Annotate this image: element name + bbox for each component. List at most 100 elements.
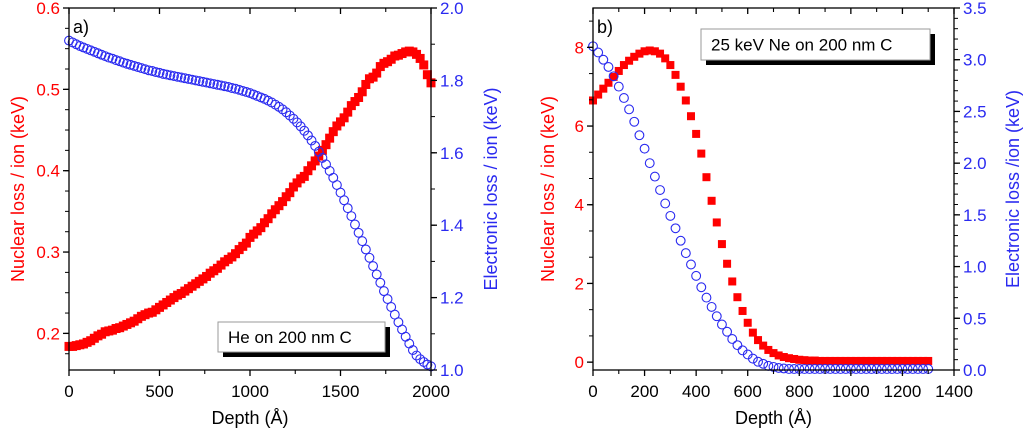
data-point-nuclear xyxy=(882,356,891,365)
data-point-electronic xyxy=(882,364,892,374)
x-tick-label: 1000 xyxy=(231,382,269,401)
series-nuclear-loss xyxy=(64,46,436,351)
panel-b-series xyxy=(588,41,934,374)
panel-a-annotation-box: He on 200 nm C xyxy=(217,321,390,357)
data-point-nuclear xyxy=(625,56,634,65)
data-point-electronic xyxy=(660,198,671,209)
data-point-nuclear xyxy=(422,70,432,80)
data-point-electronic xyxy=(353,227,364,238)
data-point-nuclear xyxy=(303,166,313,176)
data-point-nuclear xyxy=(666,61,675,70)
data-point-nuclear xyxy=(372,68,382,78)
data-point-nuclear xyxy=(604,78,613,87)
data-point-nuclear xyxy=(640,47,649,56)
data-point-electronic xyxy=(629,116,640,127)
data-point-nuclear xyxy=(784,354,793,363)
panel-b-ticks: 0 200 400 600 800 1000 1200 1400 0 2 4 6 8 0.0 0.5 1.0 1… xyxy=(575,0,987,401)
data-point-electronic xyxy=(773,362,784,373)
data-point-electronic xyxy=(716,319,727,330)
data-point-nuclear xyxy=(263,214,273,224)
data-point-electronic xyxy=(382,294,393,304)
data-point-nuclear xyxy=(712,218,721,227)
data-point-electronic xyxy=(310,140,321,151)
panel-a-right-axis-title: Electronic loss / ion (keV) xyxy=(481,87,501,290)
data-point-electronic xyxy=(371,269,382,280)
right-y-tick-label: 1.6 xyxy=(440,144,464,163)
data-point-nuclear xyxy=(619,61,628,70)
data-point-nuclear xyxy=(759,341,768,350)
data-point-electronic xyxy=(732,340,743,351)
panel-b-annotation-box: 25 keV Ne on 200 nm C xyxy=(700,28,935,65)
panel-b-right-axis-title: Electronic loss /ion (keV) xyxy=(1003,90,1023,288)
data-point-electronic xyxy=(608,71,619,82)
data-point-nuclear xyxy=(661,54,670,63)
data-point-electronic xyxy=(711,311,722,322)
right-y-tick-label: 2.0 xyxy=(440,0,464,18)
data-point-nuclear xyxy=(692,129,701,138)
data-point-electronic xyxy=(851,364,861,374)
data-point-nuclear xyxy=(728,277,737,286)
data-point-electronic xyxy=(172,71,183,82)
series-electronic-loss xyxy=(588,41,934,374)
data-point-electronic xyxy=(618,93,629,103)
data-point-electronic xyxy=(161,69,172,80)
data-point-nuclear xyxy=(614,66,623,75)
data-point-nuclear xyxy=(241,238,251,248)
data-point-nuclear xyxy=(769,349,778,358)
data-point-electronic xyxy=(375,277,386,288)
data-point-electronic xyxy=(825,364,836,374)
data-point-electronic xyxy=(747,353,758,364)
data-point-electronic xyxy=(281,107,292,118)
data-point-nuclear xyxy=(903,356,912,365)
data-point-electronic xyxy=(639,143,650,154)
data-point-nuclear xyxy=(800,356,809,365)
x-tick-label: 200 xyxy=(630,382,658,401)
data-point-electronic xyxy=(789,364,800,374)
data-point-electronic xyxy=(346,211,357,222)
data-point-nuclear xyxy=(743,318,752,327)
data-point-electronic xyxy=(686,259,696,270)
data-point-nuclear xyxy=(738,306,747,315)
panel-a-annotation-text: He on 200 nm C xyxy=(228,328,352,347)
panel-b-x-axis-title: Depth (Å) xyxy=(735,408,812,428)
data-point-nuclear xyxy=(285,188,295,198)
x-tick-label: 400 xyxy=(682,382,710,401)
data-point-electronic xyxy=(158,68,169,79)
left-y-tick-label: 0.2 xyxy=(36,324,60,343)
data-point-nuclear xyxy=(795,355,804,364)
data-point-electronic xyxy=(197,76,208,87)
data-point-nuclear xyxy=(357,87,367,97)
data-point-electronic xyxy=(644,158,655,169)
data-point-nuclear xyxy=(805,356,814,365)
data-point-nuclear xyxy=(307,161,317,171)
data-point-electronic xyxy=(183,74,194,84)
data-point-nuclear xyxy=(278,197,288,207)
data-point-nuclear xyxy=(339,113,349,123)
data-point-electronic xyxy=(339,195,350,206)
data-point-nuclear xyxy=(686,112,695,121)
data-point-electronic xyxy=(205,78,216,89)
panel-b-annotation-frame xyxy=(700,28,931,61)
data-point-electronic xyxy=(404,338,415,349)
data-point-nuclear xyxy=(872,356,881,365)
data-point-nuclear xyxy=(707,196,716,205)
data-point-nuclear xyxy=(321,140,331,150)
data-point-electronic xyxy=(306,135,317,146)
data-point-electronic xyxy=(912,364,923,374)
left-y-tick-label: 0.6 xyxy=(36,0,60,18)
data-point-electronic xyxy=(415,354,426,365)
right-y-tick-label: 1.4 xyxy=(440,216,464,235)
left-y-tick-label: 6 xyxy=(575,117,584,136)
data-point-electronic xyxy=(830,364,841,374)
data-point-electronic xyxy=(302,130,313,141)
data-point-electronic xyxy=(861,364,872,374)
data-point-electronic xyxy=(670,223,681,234)
data-point-electronic xyxy=(324,165,335,176)
data-point-nuclear xyxy=(810,356,819,365)
data-point-electronic xyxy=(350,219,360,230)
left-y-tick-label: 2 xyxy=(575,274,584,293)
data-point-nuclear xyxy=(774,351,783,360)
data-point-electronic xyxy=(598,54,609,65)
x-tick-label: 600 xyxy=(734,382,762,401)
data-point-nuclear xyxy=(656,49,665,58)
